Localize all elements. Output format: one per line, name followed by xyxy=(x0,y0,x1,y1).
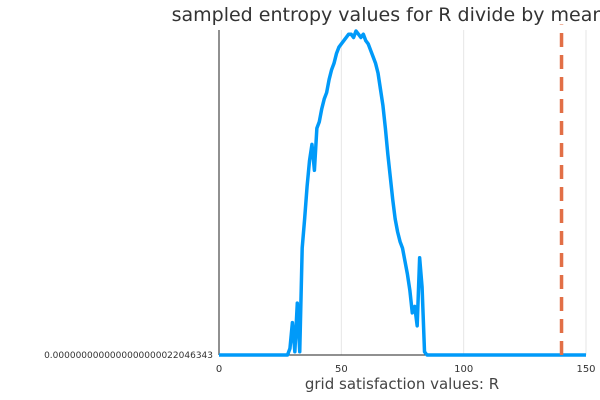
y-tick-labels: 0.0000000000000000000022046343 xyxy=(44,351,213,361)
x-tick-label: 150 xyxy=(576,364,595,375)
x-tick-label: 100 xyxy=(454,364,473,375)
x-axis-label: grid satisfaction values: R xyxy=(305,375,499,393)
x-tick-label: 0 xyxy=(216,364,222,375)
chart-title: sampled entropy values for R divide by m… xyxy=(172,4,600,26)
x-tick-label: 50 xyxy=(335,364,348,375)
series-group xyxy=(219,24,586,357)
x-tick-labels: 0 50 100 150 xyxy=(216,364,596,375)
grid xyxy=(340,30,587,355)
y-tick-label: 0.0000000000000000000022046343 xyxy=(44,351,213,361)
entropy-series-line xyxy=(219,29,586,357)
